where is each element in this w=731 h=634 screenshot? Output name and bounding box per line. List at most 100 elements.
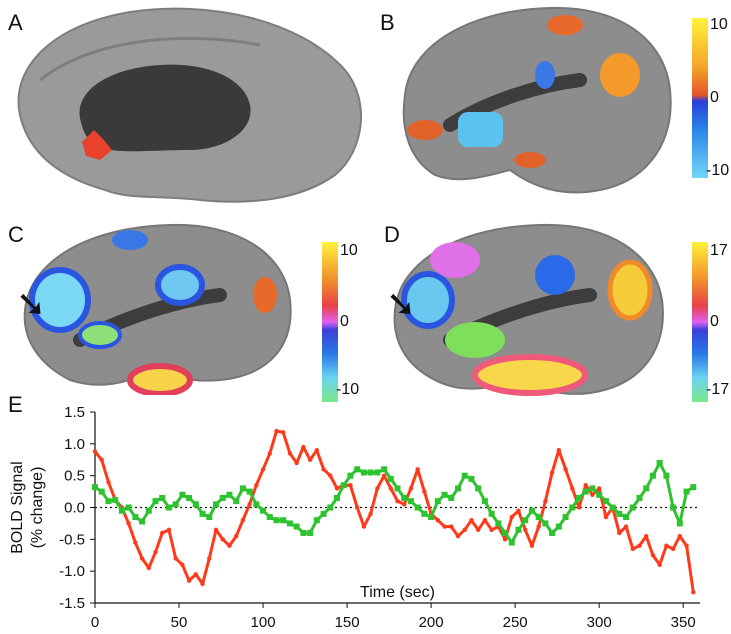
red-series-point <box>603 514 609 520</box>
arrow-icon-c: ➘ <box>16 283 47 324</box>
green-series-point <box>441 491 448 498</box>
red-series-point <box>617 530 622 536</box>
green-series-point <box>683 488 690 495</box>
x-tick-label: 100 <box>251 614 276 631</box>
colorbar-c-min: -10 <box>336 381 360 398</box>
red-series-point <box>233 533 239 539</box>
colorbar-b <box>692 18 708 178</box>
green-series-point <box>313 517 320 524</box>
red-series-point <box>583 483 588 488</box>
green-series-point <box>360 469 367 476</box>
red-series-point <box>455 533 461 539</box>
colorbar-d-min: -17 <box>706 381 730 398</box>
y-tick-label: 1.5 <box>64 404 85 421</box>
green-series-point <box>105 498 112 505</box>
red-series-point <box>415 467 420 472</box>
green-series-point <box>562 514 569 521</box>
y-tick-label: 0.5 <box>64 468 85 485</box>
x-axis-title: Time (sec) <box>360 584 435 601</box>
colorbar-c-max: 10 <box>340 242 358 259</box>
green-series-point <box>192 501 199 508</box>
green-series-point <box>206 514 213 521</box>
green-series-point <box>112 496 119 503</box>
y-tick-label: 1.0 <box>64 436 85 453</box>
brain-medial-sulcus <box>39 36 261 82</box>
red-series-point <box>99 457 104 462</box>
red-series-point <box>348 483 353 488</box>
y-tick-label: -1.5 <box>59 595 85 612</box>
red-series-point <box>160 530 165 536</box>
colorbar-d <box>692 242 708 402</box>
green-series-point <box>481 498 488 505</box>
red-series-point <box>220 537 225 542</box>
green-series-point <box>300 529 307 536</box>
red-series-point <box>260 467 266 472</box>
red-series-point <box>462 527 467 532</box>
green-series-point <box>367 469 374 476</box>
green-series-point <box>186 494 193 501</box>
green-series-point <box>233 498 240 505</box>
activation-yellow-parietal-d <box>607 259 653 321</box>
green-series-point <box>273 517 280 524</box>
green-series-point <box>670 504 677 511</box>
green-series-point <box>374 469 381 476</box>
red-series-point <box>469 518 474 523</box>
green-series-point <box>542 520 549 527</box>
green-series-point <box>98 488 105 495</box>
green-series-point <box>528 507 535 514</box>
red-series-point <box>207 556 212 561</box>
bold-signal-chart: 1.5 1.0 0.5 0.0 -0.5 -1.0 -1.5 0 50 100 150 200 250… <box>9 404 700 631</box>
red-series-point <box>556 448 562 453</box>
green-series-point <box>286 520 293 527</box>
green-series-point <box>139 518 146 525</box>
colorbar-b-min: -10 <box>706 162 730 179</box>
green-series-point <box>213 501 219 508</box>
red-series-point <box>630 546 635 552</box>
green-series-point <box>690 484 697 491</box>
green-series-point <box>165 504 172 511</box>
green-series-point <box>629 504 636 511</box>
activation-red-cluster <box>82 130 112 160</box>
red-series-point <box>576 505 582 510</box>
red-series-point <box>489 527 494 532</box>
red-series-point <box>549 470 555 475</box>
red-series-point <box>166 527 172 532</box>
green-series-point <box>616 510 623 517</box>
green-series-point <box>488 510 495 517</box>
red-series-point <box>368 511 373 517</box>
activation-green-insula-d <box>445 322 505 358</box>
x-tick-label: 0 <box>91 614 99 631</box>
red-series-point <box>173 556 178 561</box>
red-series-point <box>402 502 407 507</box>
y-axis-title-line1: BOLD Signal <box>9 461 26 554</box>
red-series-point <box>691 589 696 595</box>
green-series-point <box>676 520 683 527</box>
green-series-point <box>179 491 186 498</box>
colorbar-d-max: 17 <box>710 242 728 259</box>
red-series-point <box>213 527 219 532</box>
green-series-point <box>381 466 388 473</box>
red-series-point <box>334 486 340 491</box>
green-series-point <box>596 491 603 498</box>
red-series-point <box>247 502 252 507</box>
red-series-point <box>408 486 414 491</box>
red-series-point <box>523 527 528 532</box>
green-series-point <box>434 498 441 505</box>
red-series-point <box>153 549 158 555</box>
green-series-point <box>334 494 340 501</box>
red-series-point <box>200 581 205 587</box>
green-series-point <box>118 507 125 514</box>
red-series-point <box>328 473 333 478</box>
red-series-point <box>596 486 602 491</box>
red-series-point <box>133 540 138 545</box>
green-series-point <box>448 494 455 501</box>
green-series-point <box>576 494 582 501</box>
activation-cyan-frontal-d <box>401 271 455 329</box>
brain-lateral-view-b <box>402 6 672 194</box>
green-series-point <box>394 485 401 492</box>
green-series-point <box>125 504 132 511</box>
red-series-point <box>502 537 508 542</box>
red-series-line <box>93 429 695 593</box>
medial-wall-region <box>79 64 251 152</box>
red-series-point <box>677 533 683 539</box>
